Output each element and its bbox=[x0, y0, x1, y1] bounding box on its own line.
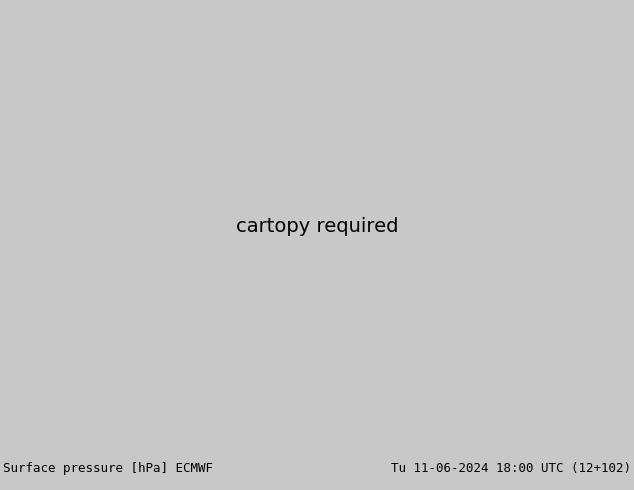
Text: Surface pressure [hPa] ECMWF: Surface pressure [hPa] ECMWF bbox=[3, 462, 213, 475]
Text: Tu 11-06-2024 18:00 UTC (12+102): Tu 11-06-2024 18:00 UTC (12+102) bbox=[391, 462, 631, 475]
Text: cartopy required: cartopy required bbox=[236, 217, 398, 236]
